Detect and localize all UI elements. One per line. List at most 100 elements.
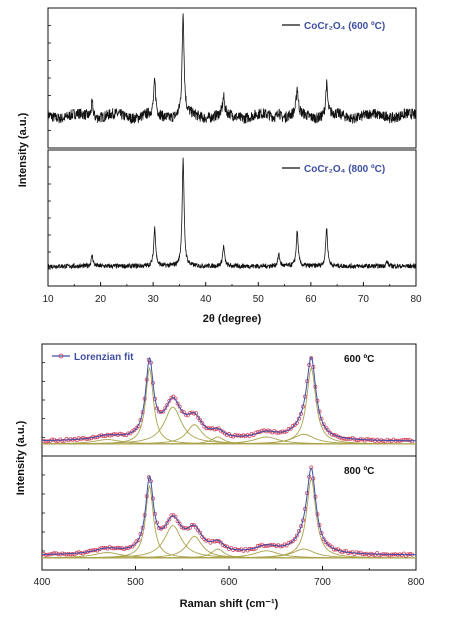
raman-data-point (218, 540, 223, 545)
raman-data-point (344, 549, 349, 554)
xrd-x-tick-label: 30 (148, 294, 160, 305)
raman-data-point (344, 436, 349, 441)
raman-data-point (72, 436, 77, 441)
raman-data-point (68, 552, 73, 557)
raman-x-tick-label: 800 (408, 577, 425, 588)
raman-data-point (200, 421, 205, 426)
raman-data-point (290, 539, 295, 544)
xrd-x-tick-label: 10 (42, 294, 54, 305)
raman-x-tick-label: 400 (34, 577, 51, 588)
raman-data-point (408, 552, 412, 556)
raman-data-point (222, 543, 227, 548)
raman-data-point (113, 432, 118, 437)
xrd-x-tick-label: 20 (95, 294, 107, 305)
xrd-x-tick-label: 50 (253, 294, 265, 305)
raman-data-point (167, 398, 172, 403)
xrd-tick-marks (47, 25, 417, 286)
raman-data-point (366, 552, 371, 557)
raman-data-point (262, 428, 266, 433)
raman-data-point (64, 552, 69, 557)
raman-data-point (241, 548, 246, 553)
raman-data-point (165, 520, 170, 525)
raman-fit-line-800 (42, 467, 416, 556)
raman-tick-marks (41, 362, 417, 570)
raman-data-point (276, 430, 281, 435)
xrd-legend-label-600: CoCr₂O₄ (600 ºC) (304, 21, 385, 32)
raman-data-point (354, 550, 359, 555)
raman-data-point (175, 401, 180, 406)
raman-data-point (340, 550, 345, 555)
raman-data-point (161, 409, 166, 414)
raman-data-point (136, 538, 141, 542)
raman-data-point (294, 533, 299, 538)
raman-data-point (167, 517, 172, 522)
raman-data-point (259, 428, 264, 433)
raman-data-point (350, 550, 355, 555)
raman-data-point (237, 433, 242, 438)
raman-data-point (356, 438, 361, 442)
raman-data-point (198, 530, 203, 535)
raman-data-point (233, 546, 238, 551)
raman-data-point (354, 438, 359, 442)
xrd-line-600 (47, 13, 417, 124)
raman-data-point (377, 439, 382, 444)
raman-component-curve (42, 367, 416, 445)
raman-data-point (331, 432, 336, 437)
raman-data-point (212, 427, 217, 432)
raman-data-point (80, 551, 85, 556)
raman-data-point (161, 525, 166, 530)
raman-data-point (76, 550, 81, 555)
raman-data-point (157, 409, 162, 414)
raman-legend-marker (58, 353, 64, 359)
raman-data-point (340, 436, 345, 441)
raman-data-point (163, 406, 168, 411)
xrd-x-tick-labels: 10 20 30 40 50 60 70 80 (42, 294, 422, 305)
raman-data-point (107, 433, 112, 438)
raman-data-point (282, 542, 287, 547)
raman-x-axis-label: Raman shift (cm⁻¹) (180, 598, 279, 610)
raman-legend-label: Lorenzian fit (74, 352, 134, 363)
raman-data-point (360, 552, 365, 557)
raman-y-axis-label: Intensity (a.u.) (15, 420, 27, 495)
raman-data-point (118, 431, 122, 436)
raman-data-point (375, 551, 380, 556)
raman-data-point (157, 526, 162, 530)
raman-data-point (385, 437, 390, 442)
raman-data-point (233, 433, 238, 438)
raman-data-point (46, 439, 50, 444)
raman-data-point (43, 553, 48, 557)
xrd-x-tick-label: 40 (200, 294, 212, 305)
raman-data-point (50, 437, 55, 442)
raman-data-points (41, 356, 415, 558)
raman-data-point (241, 433, 246, 438)
raman-data-point (377, 553, 382, 558)
raman-data-point (54, 551, 59, 556)
raman-data-point (408, 438, 412, 443)
raman-data-point (103, 433, 108, 438)
xrd-x-tick-label: 60 (305, 294, 317, 305)
raman-data-point (325, 427, 330, 432)
raman-data-point (122, 547, 127, 552)
raman-data-point (214, 539, 219, 543)
xrd-x-tick-label: 80 (410, 294, 422, 305)
raman-data-point (288, 426, 293, 431)
raman-data-point (185, 413, 190, 418)
raman-data-point (403, 437, 408, 442)
raman-data-point (406, 437, 410, 442)
raman-component-curve (42, 477, 416, 559)
raman-data-point (401, 437, 406, 442)
raman-data-point (132, 542, 137, 547)
raman-data-point (179, 525, 184, 530)
raman-x-tick-label: 600 (221, 577, 238, 588)
raman-data-point (342, 436, 347, 441)
raman-data-point (179, 409, 184, 414)
raman-fit-line-600 (42, 356, 417, 442)
raman-data-point (134, 426, 139, 431)
raman-data-point (321, 422, 326, 427)
xrd-chart: CoCr₂O₄ (600 ºC) CoCr₂O₄ (800 ºC) 10 20 30… (17, 7, 422, 325)
raman-data-point (327, 430, 332, 435)
raman-data-point (198, 418, 203, 423)
raman-data-point (364, 437, 369, 442)
xrd-y-axis-label: Intensity (a.u.) (17, 112, 29, 187)
raman-data-point (266, 543, 271, 548)
